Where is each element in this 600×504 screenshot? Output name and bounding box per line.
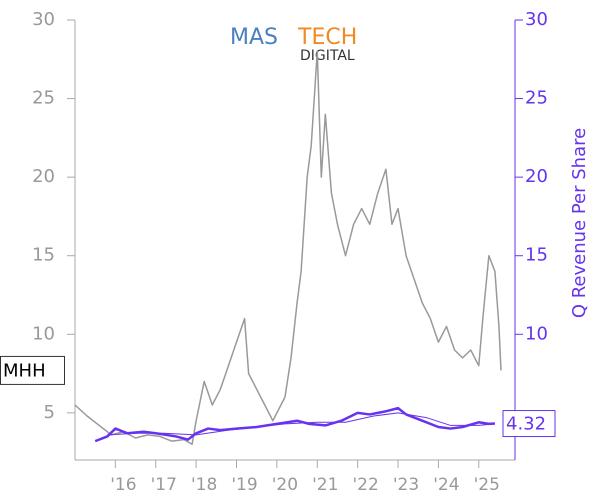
last-value-label: 4.32 <box>506 414 546 435</box>
last-value-box <box>502 410 556 438</box>
y2-tick-label: 25 <box>525 88 548 109</box>
y-tick-label: 30 <box>32 9 55 30</box>
y-tick-label: 25 <box>32 88 55 109</box>
y-tick-label: 15 <box>32 245 55 266</box>
y-tick-label: 10 <box>32 323 55 344</box>
y2-axis-label: Q Revenue Per Share <box>569 128 590 318</box>
y2-tick-label: 10 <box>525 323 548 344</box>
x-tick-label: '19 <box>231 475 257 495</box>
y2-tick-label: 30 <box>525 9 548 30</box>
x-tick-label: '16 <box>110 475 136 495</box>
x-tick-label: '23 <box>393 475 419 495</box>
logo-part1: MAS <box>230 25 278 50</box>
y2-tick-label: 20 <box>525 166 548 187</box>
x-tick-label: '24 <box>433 475 459 495</box>
ticker-label: MHH <box>3 360 46 381</box>
series-line <box>107 412 495 436</box>
x-tick-label: '20 <box>272 475 298 495</box>
x-tick-label: '17 <box>151 475 177 495</box>
x-tick-label: '25 <box>474 475 500 495</box>
x-tick-label: '22 <box>352 475 378 495</box>
series-line <box>74 50 502 446</box>
y-tick-label: 20 <box>32 166 55 187</box>
y2-tick-label: 15 <box>525 245 548 266</box>
ticker-box <box>0 355 65 385</box>
logo-part3: DIGITAL <box>300 48 355 64</box>
x-tick-label: '18 <box>191 475 217 495</box>
logo-part2: TECH <box>297 25 357 50</box>
x-tick-label: '21 <box>312 475 338 495</box>
y-tick-label: 5 <box>44 402 55 423</box>
